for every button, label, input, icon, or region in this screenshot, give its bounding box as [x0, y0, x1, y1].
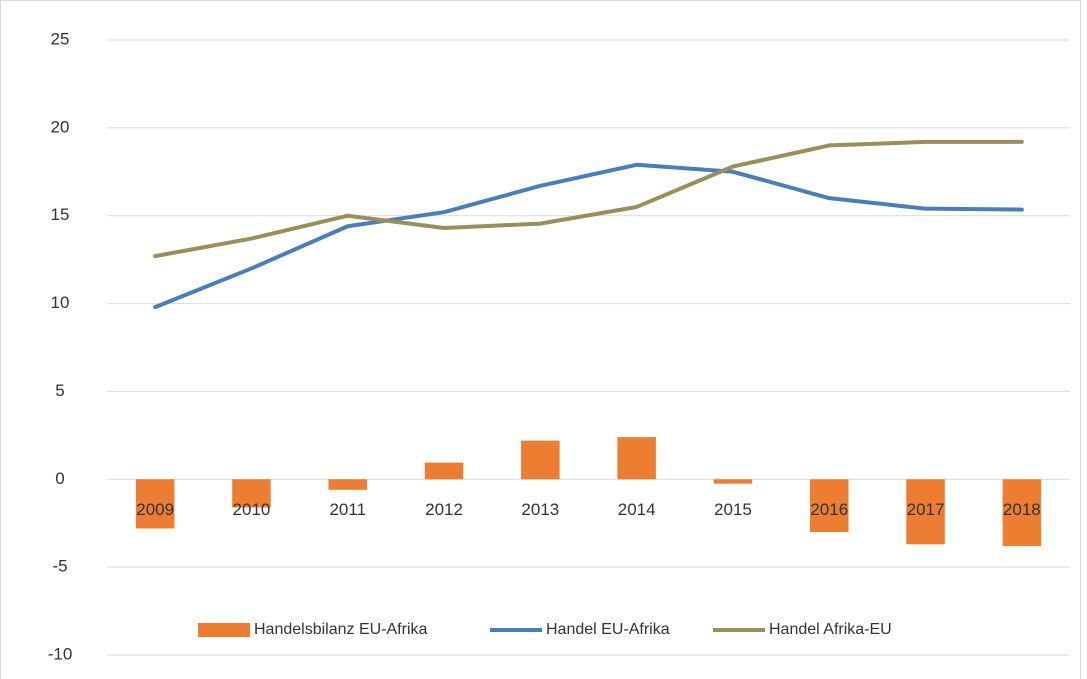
bar	[232, 479, 271, 508]
x-tick-label: 2010	[233, 500, 271, 519]
x-tick-label: 2009	[136, 500, 174, 519]
bar	[906, 479, 945, 545]
bar	[424, 462, 464, 480]
bar	[328, 479, 368, 490]
y-tick-label: 5	[55, 381, 64, 400]
bar	[135, 479, 175, 529]
legend-label: Handel EU-Afrika	[546, 621, 670, 638]
legend-label: Handelsbilanz EU-Afrika	[254, 621, 428, 638]
x-tick-label: 2011	[329, 500, 366, 519]
y-tick-label: 0	[55, 469, 64, 488]
x-tick-label: 2014	[618, 500, 656, 519]
y-tick-label: 25	[51, 29, 70, 48]
line	[153, 162, 1024, 310]
x-tick-label: 2013	[521, 500, 559, 519]
legend-swatch	[198, 623, 250, 637]
x-tick-label: 2016	[810, 500, 848, 519]
y-tick-label: 10	[51, 293, 70, 312]
legend-label: Handel Afrika-EU	[769, 621, 892, 638]
y-tick-label: 20	[51, 117, 70, 136]
x-tick-label: 2015	[714, 500, 752, 519]
x-tick-label: 2018	[1003, 500, 1041, 519]
x-tick-label: 2012	[425, 500, 463, 519]
y-tick-label: -5	[52, 557, 67, 576]
bar	[809, 479, 849, 532]
bar	[713, 479, 753, 484]
line	[153, 139, 1024, 259]
y-tick-label: -10	[48, 644, 73, 663]
bar	[1002, 479, 1042, 547]
bar	[617, 437, 656, 480]
bar	[521, 440, 560, 480]
x-tick-label: 2017	[907, 500, 945, 519]
y-tick-label: 15	[51, 205, 70, 224]
